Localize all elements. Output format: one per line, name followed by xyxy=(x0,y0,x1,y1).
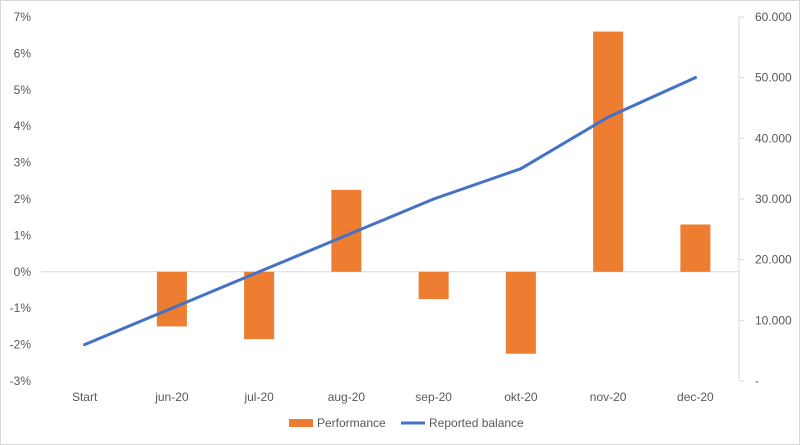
left-axis-tick-label: 1% xyxy=(14,228,32,242)
left-axis-tick-label: 3% xyxy=(14,156,32,170)
x-axis-tick-label: aug-20 xyxy=(328,390,366,404)
performance-bar xyxy=(593,31,624,272)
left-axis-tick-label: 2% xyxy=(14,192,32,206)
x-axis-tick-label: dec-20 xyxy=(677,390,714,404)
legend-label-reported-balance: Reported balance xyxy=(429,416,524,430)
reported-balance-point xyxy=(257,270,261,274)
legend: Performance Reported balance xyxy=(289,416,524,430)
performance-bar xyxy=(244,271,275,340)
reported-balance-series xyxy=(83,76,697,347)
legend-swatch-performance xyxy=(289,419,313,427)
reported-balance-point xyxy=(432,197,436,201)
x-axis-tick-label: nov-20 xyxy=(590,390,627,404)
left-axis-tick-label: 6% xyxy=(14,46,32,60)
left-axis: -3% -2% -1% 0% 1% 2% 3% 4% 5% 6% 7% xyxy=(10,10,32,388)
performance-bars xyxy=(156,31,711,354)
left-axis-tick-label: -3% xyxy=(10,374,32,388)
x-axis-tick-label: sep-20 xyxy=(415,390,452,404)
performance-bar xyxy=(418,271,449,300)
right-axis-tick-label: 10.000 xyxy=(755,313,792,327)
x-axis-tick-label: jul-20 xyxy=(243,390,274,404)
right-axis-tick-label: 40.000 xyxy=(755,131,792,145)
right-axis-tick-label: 30.000 xyxy=(755,192,792,206)
performance-bar xyxy=(680,224,711,272)
performance-bar xyxy=(156,271,187,327)
reported-balance-point xyxy=(83,343,87,347)
reported-balance-point xyxy=(344,233,348,237)
reported-balance-line xyxy=(83,76,697,347)
x-axis: Start jun-20 jul-20 aug-20 sep-20 okt-20 nov-2… xyxy=(41,271,739,404)
right-axis-tick-label: 50.000 xyxy=(755,71,792,85)
reported-balance-point xyxy=(606,115,610,119)
right-axis-tick-label: - xyxy=(755,374,759,388)
left-axis-tick-label: 7% xyxy=(14,10,32,24)
reported-balance-point xyxy=(519,167,523,171)
right-axis-tick-label: 60.000 xyxy=(755,10,792,24)
right-axis-tick-label: 20.000 xyxy=(755,253,792,267)
left-axis-tick-label: -1% xyxy=(10,301,32,315)
left-axis-tick-label: 0% xyxy=(14,265,32,279)
left-axis-tick-label: 4% xyxy=(14,119,32,133)
reported-balance-point xyxy=(693,76,697,80)
right-axis: - 10.000 20.000 30.000 40.000 50.000 60.000 xyxy=(738,10,792,388)
x-axis-tick-label: jun-20 xyxy=(154,390,189,404)
x-axis-tick-label: Start xyxy=(72,390,98,404)
x-axis-tick-label: okt-20 xyxy=(504,390,538,404)
legend-label-performance: Performance xyxy=(317,416,386,430)
performance-bar xyxy=(505,271,536,354)
left-axis-tick-label: -2% xyxy=(10,338,32,352)
reported-balance-point xyxy=(170,306,174,310)
left-axis-tick-label: 5% xyxy=(14,83,32,97)
